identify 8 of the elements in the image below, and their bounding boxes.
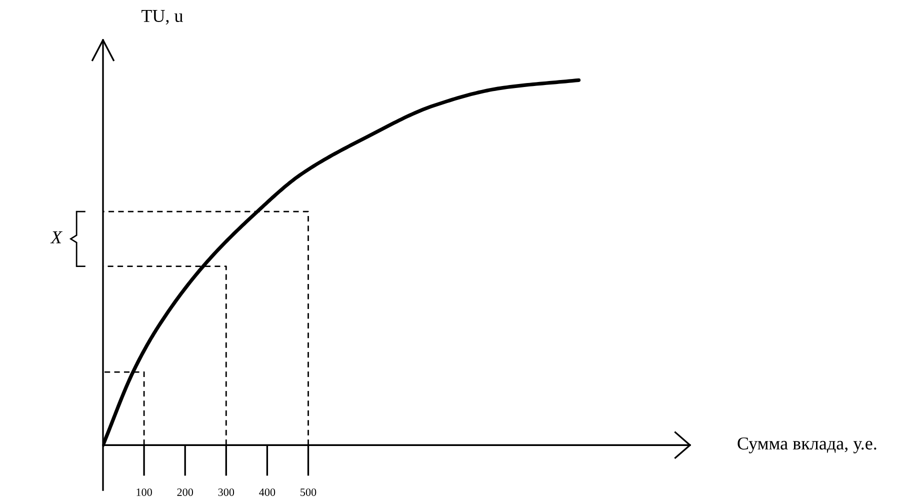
x-axis-title: Сумма вклада, у.е. (738, 437, 876, 454)
text: X (50, 231, 62, 244)
x-tick-label: 500 (300, 488, 316, 496)
x-tick-label: 300 (218, 488, 234, 496)
x-tick-label: 100 (136, 488, 152, 496)
y-axis-title: TU, u (141, 10, 183, 25)
x-tick-label: 200 (177, 488, 194, 496)
x-tick-label: 400 (259, 488, 276, 496)
